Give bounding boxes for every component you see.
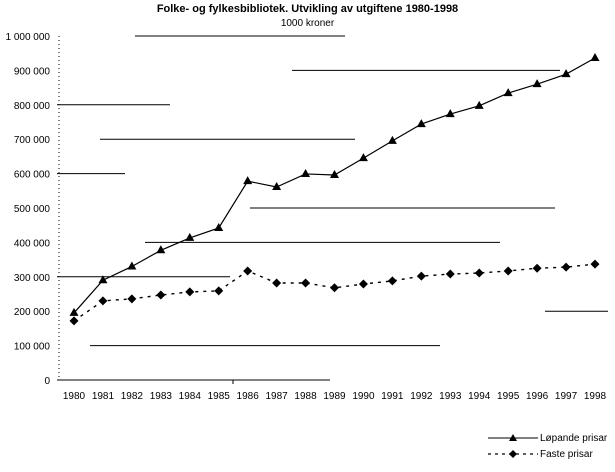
triangle-marker xyxy=(243,176,253,185)
diamond-marker xyxy=(387,276,397,286)
triangle-marker xyxy=(387,135,397,144)
x-tick-label: 1988 xyxy=(294,391,317,402)
x-tick-label: 1982 xyxy=(121,391,144,402)
lopande-prisar-line xyxy=(73,57,596,314)
diamond-marker xyxy=(416,271,426,281)
triangle-marker xyxy=(127,261,137,270)
x-tick-label: 1981 xyxy=(92,391,115,402)
y-tick-label: 1 000 000 xyxy=(6,32,51,43)
chart-subtitle: 1000 kroner xyxy=(280,18,335,29)
diamond-marker xyxy=(243,266,253,276)
y-tick-label: 300 000 xyxy=(14,273,51,284)
diamond-marker xyxy=(503,266,513,276)
x-tick-label: 1996 xyxy=(526,391,549,402)
diamond-marker xyxy=(590,259,600,269)
x-tick-label: 1994 xyxy=(468,391,491,402)
x-tick-label: 1984 xyxy=(179,391,202,402)
y-tick-label: 400 000 xyxy=(14,238,51,249)
y-tick-label: 200 000 xyxy=(14,307,51,318)
chart-title: Folke- og fylkesbibliotek. Utvikling av … xyxy=(156,3,459,15)
triangle-marker xyxy=(532,79,542,88)
triangle-marker xyxy=(416,119,426,128)
y-tick-label: 600 000 xyxy=(14,170,51,181)
x-tick-label: 1990 xyxy=(352,391,375,402)
y-tick-label: 500 000 xyxy=(14,204,51,215)
x-tick-label: 1997 xyxy=(555,391,578,402)
triangle-marker xyxy=(445,109,455,118)
diamond-marker xyxy=(445,269,455,279)
y-tick-label: 900 000 xyxy=(14,66,51,77)
y-tick-label: 800 000 xyxy=(14,101,51,112)
faste-prisar-line xyxy=(73,263,596,322)
triangle-marker xyxy=(214,222,224,231)
triangle-marker xyxy=(503,88,513,97)
diamond-marker xyxy=(532,263,542,273)
y-tick-label: 0 xyxy=(44,376,50,387)
x-tick-label: 1983 xyxy=(150,391,173,402)
triangle-marker xyxy=(301,168,311,177)
triangle-marker xyxy=(330,169,339,178)
triangle-marker xyxy=(69,307,79,316)
triangle-marker xyxy=(156,245,166,254)
diamond-marker xyxy=(358,279,368,289)
legend-item-faste: Faste prisar xyxy=(488,446,607,462)
triangle-marker xyxy=(474,100,484,109)
diamond-marker-icon xyxy=(488,450,538,458)
x-tick-label: 1985 xyxy=(208,391,231,402)
x-tick-label: 1980 xyxy=(63,391,86,402)
triangle-marker xyxy=(590,53,600,62)
diamond-marker xyxy=(69,316,79,326)
x-tick-label: 1992 xyxy=(410,391,433,402)
triangle-marker xyxy=(98,275,108,284)
legend-item-lopande: Løpande prisar xyxy=(488,430,607,446)
triangle-marker xyxy=(561,69,571,78)
x-tick-label: 1995 xyxy=(497,391,520,402)
diamond-marker xyxy=(330,283,339,293)
x-tick-label: 1998 xyxy=(584,391,607,402)
diamond-marker xyxy=(156,290,166,300)
y-tick-label: 100 000 xyxy=(14,342,51,353)
y-tick-label: 700 000 xyxy=(14,135,51,146)
x-tick-label: 1991 xyxy=(381,391,404,402)
triangle-marker xyxy=(272,182,282,191)
legend-label: Faste prisar xyxy=(540,448,593,460)
diamond-marker xyxy=(98,296,108,306)
x-tick-label: 1989 xyxy=(323,391,346,402)
legend-label: Løpande prisar xyxy=(540,432,608,444)
triangle-marker xyxy=(358,153,368,162)
diamond-marker xyxy=(301,278,311,288)
triangle-marker xyxy=(185,232,195,241)
x-tick-label: 1993 xyxy=(439,391,462,402)
diamond-marker xyxy=(272,278,282,288)
x-tick-label: 1987 xyxy=(265,391,288,402)
diamond-marker xyxy=(214,286,224,296)
diamond-marker xyxy=(185,287,195,297)
diamond-marker xyxy=(474,268,484,278)
diamond-marker xyxy=(127,294,137,304)
triangle-marker-icon xyxy=(488,434,538,441)
diamond-marker xyxy=(561,262,571,272)
x-tick-label: 1986 xyxy=(237,391,260,402)
legend: Løpande prisar Faste prisar xyxy=(488,430,607,462)
